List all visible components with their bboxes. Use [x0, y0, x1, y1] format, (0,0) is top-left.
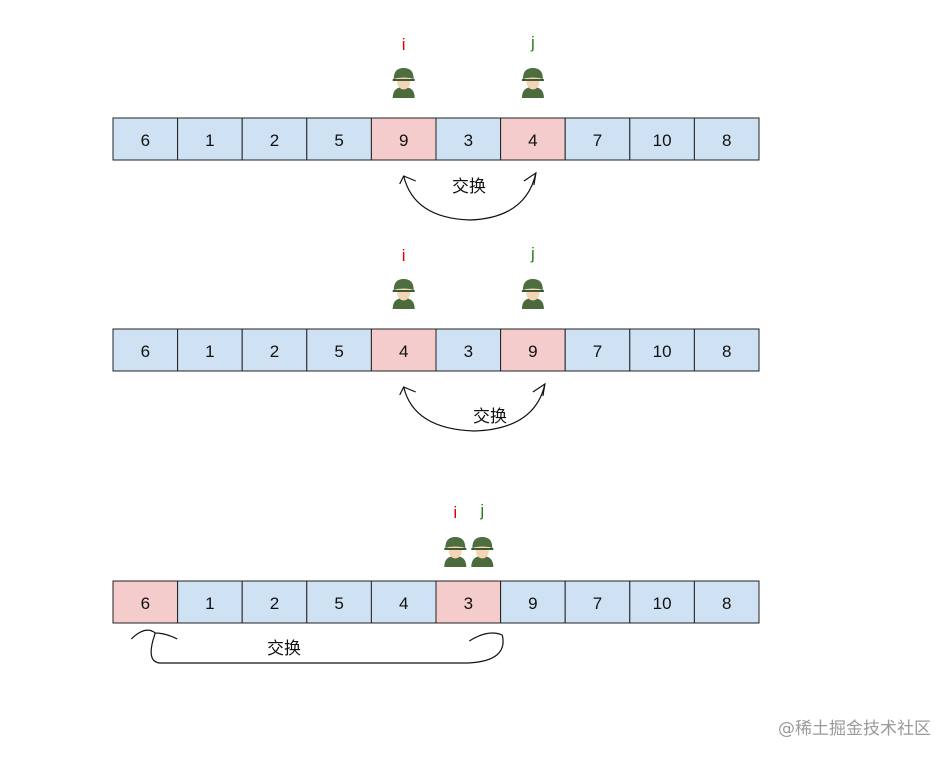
pointer-j-label: j — [530, 244, 535, 263]
swap-label: 交换 — [473, 407, 507, 426]
pointer-i-label: i — [402, 35, 406, 54]
soldier-icon — [470, 536, 495, 568]
swap-arrow — [150, 632, 504, 664]
arrow-head — [468, 632, 503, 642]
cell-value: 7 — [593, 342, 602, 361]
swap-label: 交换 — [452, 177, 486, 196]
arrow-head — [399, 175, 416, 185]
cell-value: 5 — [334, 342, 343, 361]
cell-value: 7 — [593, 131, 602, 150]
array-step-2: 6 1 2 5 4 3 9 7 10 8 i j 交换 — [112, 244, 760, 432]
array-cell — [177, 580, 243, 624]
array-cell — [306, 580, 372, 624]
array-cell — [500, 580, 566, 624]
pointer-i-label: i — [402, 246, 406, 265]
cell-value: 7 — [593, 594, 602, 613]
soldier-icon — [391, 67, 416, 99]
cell-value: 2 — [270, 131, 279, 150]
swap-label: 交换 — [267, 639, 301, 658]
array-cell — [693, 580, 760, 624]
cell-value: 10 — [653, 342, 672, 361]
array-step-3: 6 1 2 5 4 3 9 7 10 8 i j 交换 — [112, 501, 760, 664]
array-cell — [177, 328, 243, 372]
swap-arrow — [403, 172, 537, 221]
cell-value: 10 — [653, 131, 672, 150]
pointer-j-label: j — [530, 33, 535, 52]
cell-value: 3 — [464, 594, 473, 613]
soldier-icon — [443, 536, 468, 568]
array-cell — [112, 117, 179, 161]
soldier-icon — [520, 278, 545, 310]
array-cell — [306, 328, 372, 372]
cell-value: 5 — [334, 131, 343, 150]
array-cell — [693, 328, 760, 372]
cell-value: 4 — [399, 342, 408, 361]
array-cell — [564, 117, 631, 161]
cell-value: 9 — [528, 342, 537, 361]
cell-value: 5 — [334, 594, 343, 613]
cell-value: 6 — [141, 131, 150, 150]
cell-value: 3 — [464, 342, 473, 361]
array-cell — [112, 580, 179, 624]
pointer-i-label: i — [453, 503, 457, 522]
cell-value: 9 — [528, 594, 537, 613]
cell-value: 9 — [399, 131, 408, 150]
array-cell — [564, 328, 631, 372]
soldier-icon — [391, 278, 416, 310]
array-cell — [435, 580, 502, 624]
array-cell — [629, 117, 695, 161]
cell-value: 6 — [141, 594, 150, 613]
array-cell — [629, 580, 695, 624]
cell-value: 1 — [205, 342, 214, 361]
swap-arrow — [403, 383, 546, 432]
array-cell — [370, 328, 437, 372]
soldier-icon — [520, 67, 545, 99]
array-cell — [112, 328, 179, 372]
array-cell — [500, 328, 566, 372]
array-cell — [241, 117, 308, 161]
array-cell — [564, 580, 631, 624]
array-cell — [435, 117, 502, 161]
array-cell — [370, 117, 437, 161]
watermark: @稀土掘金技术社区 — [778, 719, 931, 739]
array-cell — [370, 580, 437, 624]
array-cell — [435, 328, 502, 372]
array-cell — [500, 117, 566, 161]
cell-value: 1 — [205, 594, 214, 613]
cell-value: 3 — [464, 131, 473, 150]
cell-value: 10 — [653, 594, 672, 613]
cell-value: 4 — [528, 131, 537, 150]
cell-value: 8 — [722, 594, 731, 613]
arrow-head — [399, 386, 416, 396]
cell-value: 8 — [722, 131, 731, 150]
cell-value: 2 — [270, 594, 279, 613]
cell-value: 1 — [205, 131, 214, 150]
cell-value: 6 — [141, 342, 150, 361]
array-cell — [177, 117, 243, 161]
pointer-j-label: j — [479, 501, 484, 520]
array-cell — [693, 117, 760, 161]
array-step-1: 6 1 2 5 9 3 4 7 10 8 i j 交换 — [112, 33, 760, 221]
cell-value: 8 — [722, 342, 731, 361]
cell-value: 2 — [270, 342, 279, 361]
cell-value: 4 — [399, 594, 408, 613]
